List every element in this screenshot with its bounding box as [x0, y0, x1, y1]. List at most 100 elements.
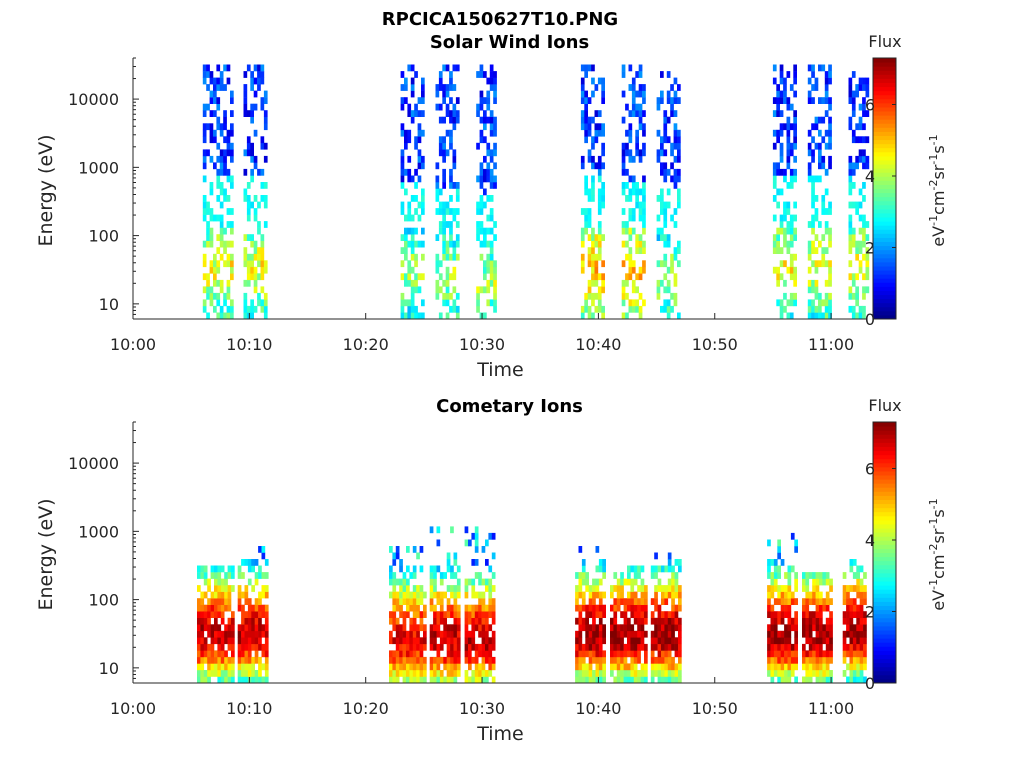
heatmap-cell	[253, 155, 258, 163]
heatmap-cell	[654, 630, 658, 638]
heatmap-cell	[416, 637, 420, 645]
heatmap-cell	[856, 578, 860, 586]
heatmap-cell	[395, 656, 400, 664]
heatmap-cell	[260, 260, 265, 268]
heatmap-cell	[819, 676, 823, 684]
heatmap-cell	[230, 142, 234, 150]
heatmap-cell	[773, 663, 778, 671]
heatmap-cell	[429, 643, 434, 651]
heatmap-cell	[610, 637, 614, 645]
heatmap-cell	[244, 559, 249, 566]
heatmap-cell	[664, 565, 669, 573]
heatmap-cell	[213, 292, 217, 300]
heatmap-cell	[635, 136, 639, 144]
heatmap-cell	[828, 103, 832, 111]
heatmap-cell	[784, 643, 788, 651]
heatmap-cell	[389, 578, 393, 586]
heatmap-cell	[258, 637, 262, 645]
heatmap-cell	[479, 168, 484, 176]
heatmap-cell	[640, 630, 645, 638]
heatmap-cell	[666, 188, 671, 196]
heatmap-cell	[406, 565, 410, 573]
colorbar-segment	[873, 82, 896, 88]
heatmap-cell	[592, 585, 596, 592]
heatmap-cell	[435, 182, 440, 189]
heatmap-cell	[631, 97, 636, 104]
heatmap-cell	[811, 71, 815, 78]
heatmap-cell	[479, 227, 484, 235]
heatmap-cell	[479, 175, 484, 183]
heatmap-cell	[485, 624, 489, 632]
heatmap-cell	[616, 585, 621, 592]
heatmap-cell	[488, 670, 493, 677]
heatmap-cell	[779, 299, 784, 307]
heatmap-cell	[601, 162, 605, 170]
heatmap-cell	[251, 585, 255, 592]
heatmap-cell	[438, 260, 443, 268]
heatmap-cell	[794, 611, 798, 618]
heatmap-cell	[217, 585, 222, 592]
heatmap-cell	[261, 552, 266, 560]
heatmap-cell	[777, 611, 781, 618]
heatmap-cell	[585, 604, 589, 612]
heatmap-cell	[814, 247, 819, 254]
heatmap-cell	[389, 591, 393, 599]
heatmap-cell	[677, 188, 681, 196]
heatmap-cell	[231, 643, 235, 651]
heatmap-cell	[610, 630, 614, 638]
heatmap-cell	[642, 142, 646, 150]
heatmap-cell	[594, 279, 599, 287]
heatmap-cell	[435, 279, 440, 287]
heatmap-cell	[863, 650, 867, 658]
colorbar-segment	[873, 237, 896, 243]
heatmap-cell	[660, 142, 664, 150]
heatmap-cell	[829, 656, 833, 664]
heatmap-cell	[389, 676, 393, 684]
heatmap-cell	[455, 292, 460, 300]
heatmap-cell	[644, 598, 648, 605]
heatmap-cell	[575, 630, 579, 638]
heatmap-cell	[264, 624, 269, 632]
heatmap-cell	[640, 591, 645, 599]
heatmap-cell	[485, 617, 489, 625]
heatmap-cell	[588, 676, 593, 684]
heatmap-cell	[474, 611, 479, 618]
heatmap-cell	[581, 591, 586, 599]
heatmap-cell	[597, 155, 602, 163]
heatmap-cell	[200, 670, 205, 677]
heatmap-cell	[445, 299, 450, 307]
heatmap-cell	[216, 299, 221, 307]
heatmap-cell	[584, 90, 588, 98]
heatmap-cell	[209, 286, 214, 294]
heatmap-cell	[786, 299, 791, 307]
heatmap-cell	[862, 162, 866, 170]
heatmap-cell	[811, 149, 815, 157]
heatmap-cell	[597, 201, 602, 209]
heatmap-cell	[777, 617, 781, 625]
heatmap-cell	[254, 598, 259, 605]
heatmap-cell	[656, 234, 661, 241]
heatmap-cell	[429, 565, 434, 573]
heatmap-cell	[260, 136, 265, 144]
heatmap-cell	[602, 565, 606, 573]
heatmap-cell	[773, 650, 778, 658]
heatmap-cell	[395, 650, 400, 658]
heatmap-cell	[417, 123, 422, 131]
heatmap-cell	[244, 676, 249, 684]
heatmap-cell	[784, 637, 788, 645]
heatmap-cell	[493, 129, 497, 137]
heatmap-cell	[858, 260, 863, 268]
heatmap-cell	[638, 188, 643, 196]
heatmap-cell	[780, 591, 785, 599]
heatmap-cell	[468, 656, 472, 664]
heatmap-cell	[445, 273, 450, 281]
heatmap-cell	[263, 266, 268, 274]
heatmap-cell	[442, 182, 446, 189]
heatmap-cell	[237, 604, 242, 612]
heatmap-cell	[667, 617, 672, 625]
heatmap-cell	[849, 585, 854, 592]
heatmap-cell	[231, 572, 235, 579]
heatmap-cell	[244, 591, 249, 599]
heatmap-cell	[594, 273, 599, 281]
